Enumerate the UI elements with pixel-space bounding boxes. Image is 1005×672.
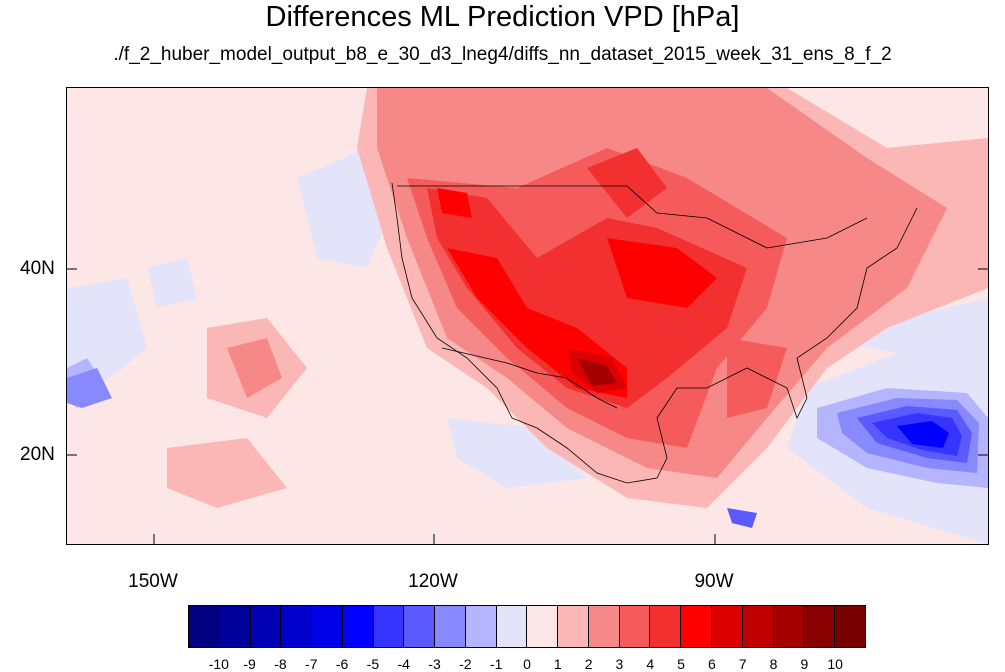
colorbar-swatch <box>835 606 865 647</box>
colorbar-swatch <box>250 606 282 647</box>
us-canada-border <box>397 185 868 249</box>
colorbar-tick-label: -8 <box>274 656 287 672</box>
colorbar-swatch <box>496 606 528 647</box>
colorbar-swatch <box>404 606 436 647</box>
colorbar-tick-label: -3 <box>428 656 441 672</box>
colorbar-swatch <box>588 606 620 647</box>
colorbar-swatch <box>219 606 251 647</box>
colorbar-swatch <box>773 606 805 647</box>
colorbar-tick-label: -6 <box>335 656 349 672</box>
chart-subtitle: ./f_2_huber_model_output_b8_e_30_d3_lneg… <box>113 44 892 65</box>
lon-tick-label: 150W <box>128 571 178 592</box>
pos-north-plains <box>587 148 667 218</box>
lat-tick-label: 20N <box>20 444 55 465</box>
neg-patch-mexico-coast <box>447 418 587 488</box>
colorbar-tick-label: 5 <box>677 656 685 672</box>
neg-west-edge <box>67 368 112 408</box>
colorbar-swatch <box>558 606 589 647</box>
colorbar-tick-label: 4 <box>646 656 655 672</box>
colorbar-swatch <box>650 606 682 647</box>
us-mexico-border <box>441 347 618 409</box>
colorbar <box>188 605 866 648</box>
pos-pacific-patch-south <box>167 438 287 508</box>
colorbar-swatch <box>281 606 313 647</box>
colorbar-swatch <box>312 606 343 647</box>
colorbar-swatch <box>712 606 743 647</box>
colorbar-swatch <box>189 606 220 647</box>
colorbar-swatch <box>435 606 466 647</box>
pos-pacific-core <box>227 338 282 398</box>
colorbar-tick-label: -2 <box>459 656 472 672</box>
colorbar-tick-label: 7 <box>738 656 747 672</box>
lat-tick-label: 40N <box>20 258 55 279</box>
colorbar-tick-label: 9 <box>800 656 809 672</box>
pos-level-8 <box>577 358 617 386</box>
colorbar-swatch <box>373 606 405 647</box>
colorbar-tick-label: 0 <box>523 656 531 672</box>
colorbar-tick-label: 10 <box>827 656 843 672</box>
neg-patch-atlantic-north <box>817 298 988 368</box>
pos-level-4 <box>427 188 747 408</box>
coastline <box>391 182 918 484</box>
map-panel <box>66 87 989 545</box>
neg-small-caribbean <box>727 508 757 528</box>
chart-title: Differences ML Prediction VPD [hPa] <box>265 1 740 33</box>
pos-plains-core <box>607 238 717 308</box>
neg-atlantic-core <box>897 421 949 448</box>
colorbar-tick-label: -1 <box>489 656 503 672</box>
neg-patch-small <box>147 258 197 308</box>
colorbar-tick-label: 3 <box>615 656 624 672</box>
colorbar-swatch <box>619 606 651 647</box>
colorbar-tick-label: -7 <box>305 656 318 672</box>
lon-tick-label: 120W <box>408 571 458 592</box>
colorbar-swatch <box>804 606 836 647</box>
colorbar-tick-label: 2 <box>584 656 593 672</box>
pos-florida-gulf <box>727 338 787 418</box>
colorbar-tick-label: -4 <box>397 656 410 672</box>
colorbar-swatch <box>742 606 774 647</box>
colorbar-tick-label: -10 <box>208 656 229 672</box>
colorbar-swatch <box>527 606 559 647</box>
colorbar-swatch <box>342 606 374 647</box>
colorbar-tick-label: 6 <box>708 656 716 672</box>
vpd-difference-map <box>67 88 988 544</box>
graticule-ticks <box>67 268 988 544</box>
colorbar-tick-label: 1 <box>553 656 562 672</box>
colorbar-tick-label: -5 <box>366 656 380 672</box>
colorbar-swatch <box>465 606 497 647</box>
colorbar-tick-label: -9 <box>243 656 256 672</box>
pos-pacific-northwest <box>437 188 472 218</box>
colorbar-tick-label: 8 <box>769 656 778 672</box>
colorbar-swatch <box>681 606 713 647</box>
lon-tick-label: 90W <box>694 571 734 592</box>
